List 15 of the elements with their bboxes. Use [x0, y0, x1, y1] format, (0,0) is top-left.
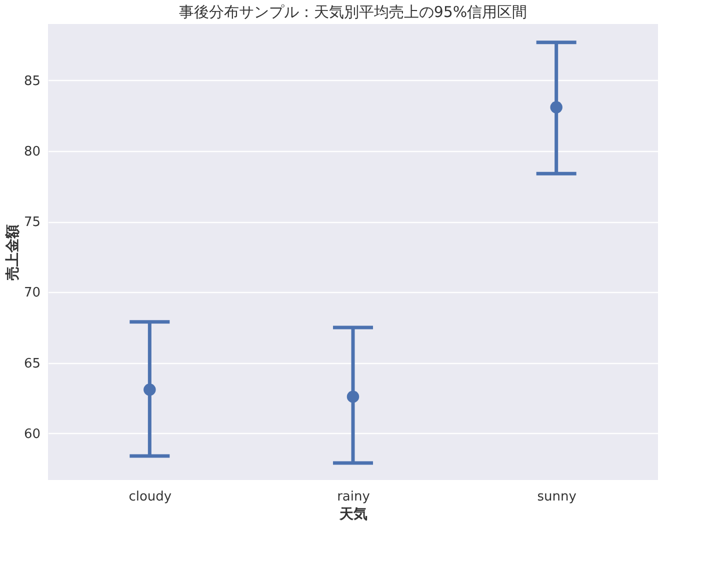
y-tick-label: 75 — [24, 215, 40, 230]
point — [346, 390, 360, 403]
x-tick-label: sunny — [537, 490, 577, 504]
y-tick-label: 70 — [24, 286, 40, 301]
y-tick-label: 85 — [24, 74, 40, 89]
y-tick-label: 80 — [24, 144, 40, 160]
y-tick-label: 65 — [24, 356, 40, 372]
x-tick-label: cloudy — [128, 490, 172, 504]
chart-title: 事後分布サンプル：天気別平均売上の95%信用区間 — [178, 3, 528, 21]
point — [550, 101, 562, 114]
y-axis-title: 売上金額 — [4, 224, 21, 280]
x-axis-title: 天気 — [338, 506, 368, 522]
y-tick-label: 60 — [24, 426, 40, 442]
x-tick-label: rainy — [337, 490, 370, 504]
point — [144, 384, 156, 396]
